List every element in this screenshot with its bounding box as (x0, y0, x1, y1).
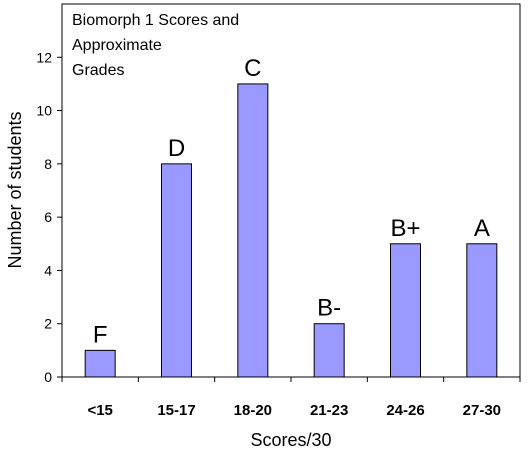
chart-title-line-2: Approximate (72, 37, 162, 54)
x-axis-ticks (61, 377, 521, 382)
category-label-4: 24-26 (386, 402, 424, 419)
y-axis-ticks: 0 2 4 6 8 10 12 (36, 49, 62, 385)
bars (84, 83, 498, 378)
y-tick-label: 4 (44, 262, 52, 278)
bar-0 (84, 349, 116, 378)
y-tick-label: 12 (36, 49, 52, 65)
category-label-3: 21-23 (310, 402, 348, 419)
plot-area-frame (61, 3, 521, 378)
y-tick-label: 0 (44, 369, 52, 385)
category-label-0: <15 (87, 402, 112, 419)
grade-label-4: B+ (390, 215, 420, 242)
grade-label-1: D (168, 135, 185, 162)
grade-label-5: A (474, 215, 490, 242)
y-tick-label: 10 (36, 103, 52, 119)
category-label-1: 15-17 (157, 402, 195, 419)
y-tick-label: 6 (44, 209, 52, 225)
category-label-5: 27-30 (463, 402, 501, 419)
bar-3 (313, 323, 345, 378)
grade-label-3: B- (317, 295, 341, 322)
y-tick-label: 2 (44, 316, 52, 332)
grade-label-0: F (93, 321, 108, 348)
y-tick-label: 8 (44, 156, 52, 172)
grade-label-2: C (244, 55, 261, 82)
bar-1 (161, 163, 192, 378)
bar-5 (466, 243, 498, 378)
category-labels: <15 15-17 18-20 21-23 24-26 27-30 (87, 402, 501, 419)
chart-title-line-3: Grades (72, 62, 124, 79)
chart-title-line-1: Biomorph 1 Scores and (72, 12, 239, 29)
category-label-2: 18-20 (234, 402, 272, 419)
y-axis-title: Number of students (5, 111, 25, 268)
x-axis-title: Scores/30 (250, 430, 331, 450)
bar-4 (390, 243, 421, 378)
grade-labels: F D C B- B+ A (93, 55, 490, 348)
bar-2 (237, 83, 269, 378)
